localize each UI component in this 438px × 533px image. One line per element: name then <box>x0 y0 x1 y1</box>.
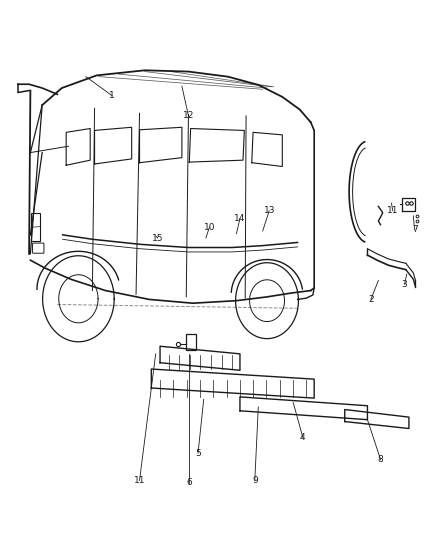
Text: 14: 14 <box>234 214 246 223</box>
Text: 13: 13 <box>264 206 275 215</box>
Text: 6: 6 <box>187 479 192 488</box>
Text: 11: 11 <box>387 206 399 215</box>
Text: 1: 1 <box>109 91 115 100</box>
Text: 3: 3 <box>402 280 407 289</box>
Text: 5: 5 <box>195 449 201 458</box>
Text: 7: 7 <box>412 225 417 235</box>
Text: 11: 11 <box>134 476 145 485</box>
Text: 15: 15 <box>152 233 164 243</box>
Bar <box>31 213 40 241</box>
Text: 12: 12 <box>183 111 194 120</box>
Text: 9: 9 <box>252 476 258 485</box>
Text: 2: 2 <box>368 295 374 304</box>
Text: 10: 10 <box>204 223 215 232</box>
Bar <box>186 334 196 350</box>
Text: 4: 4 <box>300 433 306 442</box>
Text: 8: 8 <box>378 455 383 464</box>
